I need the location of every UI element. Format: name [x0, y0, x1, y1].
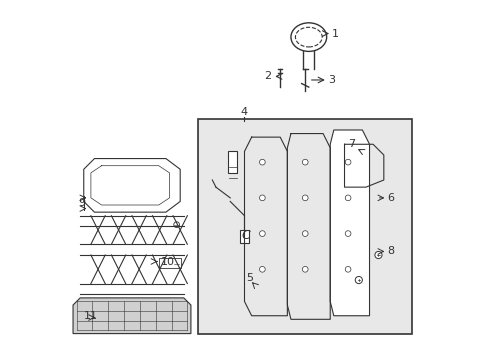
Circle shape: [302, 231, 307, 237]
Text: 5: 5: [246, 273, 253, 283]
Circle shape: [302, 266, 307, 272]
Circle shape: [259, 195, 264, 201]
FancyBboxPatch shape: [198, 119, 411, 334]
Text: 7: 7: [347, 139, 354, 149]
Circle shape: [302, 195, 307, 201]
Circle shape: [302, 159, 307, 165]
Bar: [240, 230, 248, 243]
Text: 9: 9: [78, 198, 85, 208]
Text: 1: 1: [331, 28, 338, 39]
Circle shape: [173, 261, 179, 267]
Text: 4: 4: [241, 107, 247, 117]
Polygon shape: [83, 158, 180, 212]
FancyBboxPatch shape: [159, 258, 181, 268]
Circle shape: [374, 251, 381, 258]
Text: 8: 8: [386, 247, 394, 256]
Circle shape: [259, 231, 264, 237]
Circle shape: [345, 266, 350, 272]
Polygon shape: [329, 130, 369, 316]
Circle shape: [173, 222, 179, 228]
Circle shape: [345, 195, 350, 201]
Text: 11: 11: [84, 311, 98, 321]
Text: 2: 2: [264, 71, 271, 81]
Circle shape: [259, 266, 264, 272]
Text: 10: 10: [161, 257, 174, 267]
Circle shape: [259, 159, 264, 165]
Circle shape: [345, 231, 350, 237]
Circle shape: [345, 159, 350, 165]
Text: 6: 6: [386, 193, 394, 203]
Text: 3: 3: [328, 75, 335, 85]
Text: C: C: [242, 229, 250, 242]
Polygon shape: [73, 298, 190, 334]
Bar: [228, 152, 237, 173]
Circle shape: [354, 276, 362, 284]
